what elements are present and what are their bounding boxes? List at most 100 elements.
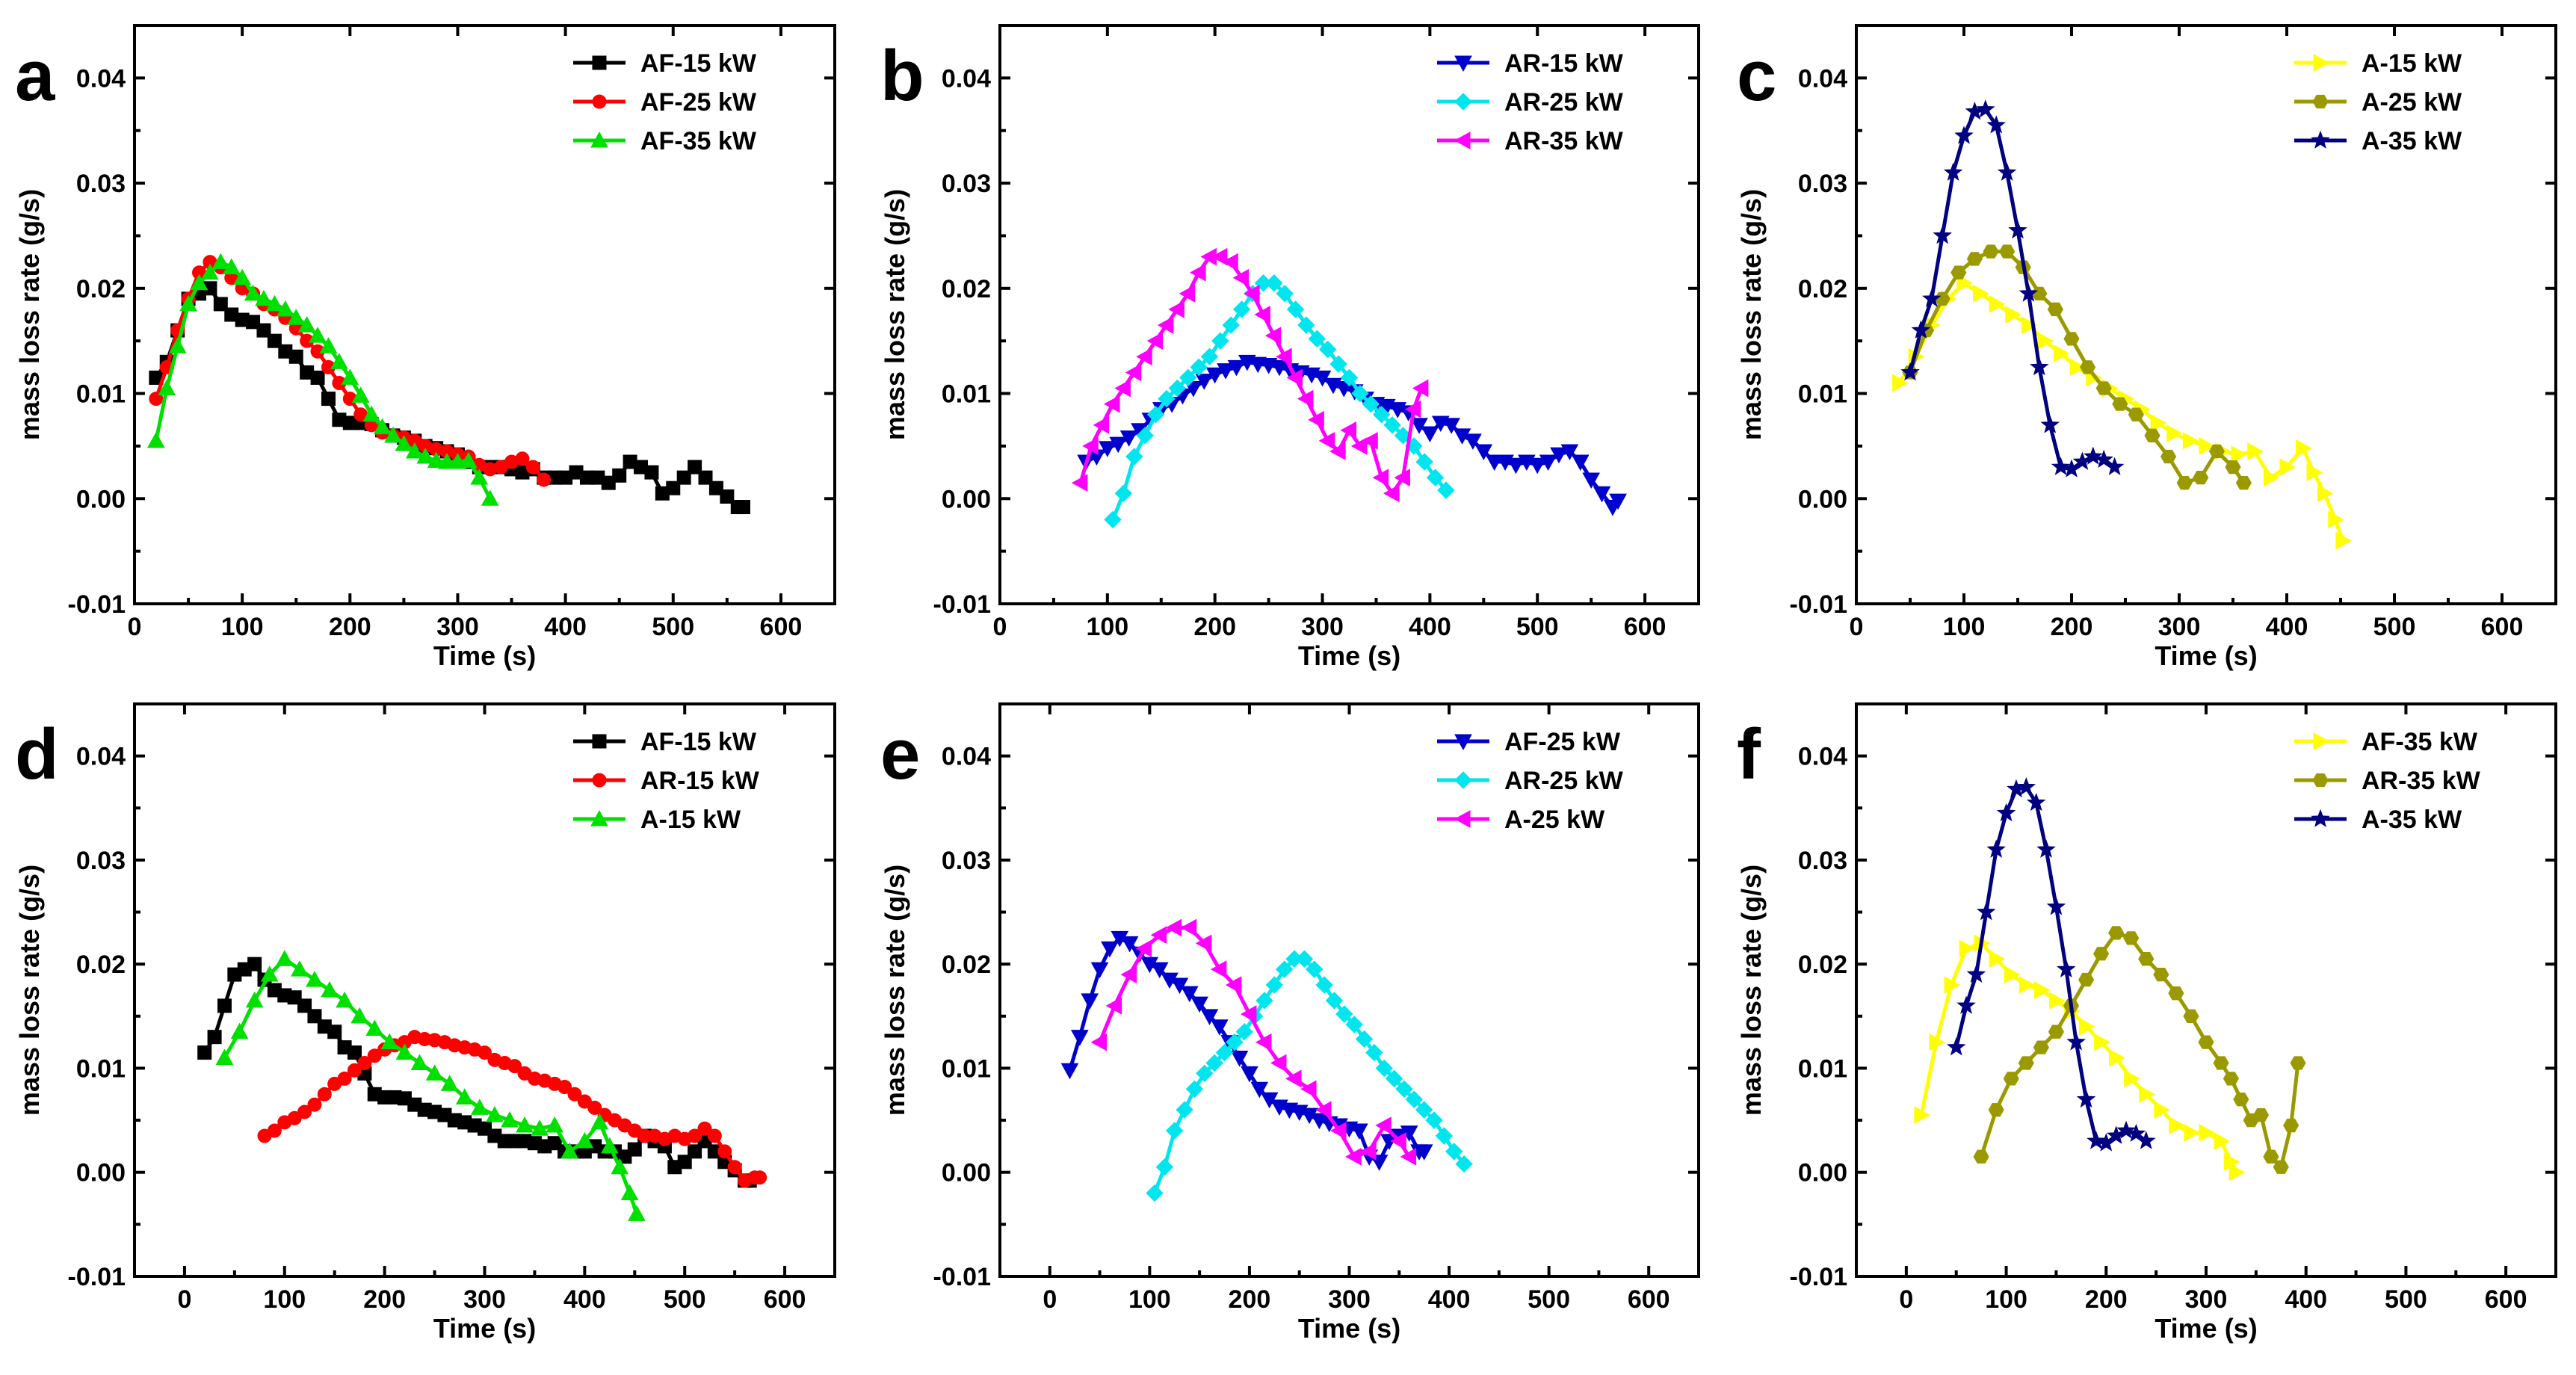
x-tick-label: 300 xyxy=(463,1285,506,1314)
x-tick-label: 300 xyxy=(1301,613,1344,641)
data-point xyxy=(2036,839,2056,858)
data-point xyxy=(260,965,279,982)
data-point xyxy=(2247,442,2264,460)
data-point xyxy=(587,1100,602,1115)
data-point xyxy=(2168,986,2184,1001)
data-point xyxy=(2030,356,2049,376)
data-point xyxy=(211,253,230,270)
y-tick-label: 0.00 xyxy=(942,485,991,513)
y-tick-label: 0.02 xyxy=(76,275,126,303)
data-point xyxy=(560,1142,579,1159)
data-point xyxy=(357,1055,372,1070)
data-point xyxy=(1285,1069,1302,1088)
x-tick-label: 0 xyxy=(177,1285,191,1314)
data-point xyxy=(1966,252,1983,266)
data-point xyxy=(2279,458,2297,476)
data-point xyxy=(1082,437,1099,455)
data-point xyxy=(246,315,261,330)
data-point xyxy=(2048,992,2066,1010)
data-point xyxy=(405,442,424,459)
data-point xyxy=(1375,1059,1393,1078)
plot-frame xyxy=(133,24,836,605)
data-point xyxy=(2183,1009,2199,1023)
panel-letter: e xyxy=(880,714,920,794)
data-point xyxy=(440,1075,459,1091)
data-point xyxy=(531,1119,549,1136)
y-tick-label: 0.03 xyxy=(1798,170,1847,198)
x-tick-label: 500 xyxy=(2373,613,2416,641)
data-point xyxy=(1362,432,1378,450)
data-point xyxy=(1090,1033,1108,1051)
data-point xyxy=(336,991,353,1008)
data-point xyxy=(373,418,392,435)
data-point xyxy=(1109,436,1128,454)
x-axis-title: Time (s) xyxy=(1298,640,1400,671)
x-tick-label: 200 xyxy=(2051,613,2093,641)
x-tick-label: 600 xyxy=(2485,1285,2527,1314)
data-point xyxy=(2109,1048,2125,1067)
x-tick-label: 500 xyxy=(652,613,694,641)
data-point xyxy=(590,1113,609,1130)
data-point xyxy=(2003,1072,2019,1086)
data-point xyxy=(1999,244,2016,259)
data-point xyxy=(276,300,294,317)
data-point xyxy=(2182,432,2199,450)
data-point xyxy=(1114,379,1131,398)
x-tick-label: 300 xyxy=(2185,1285,2228,1314)
legend-label: AF-35 kW xyxy=(2362,728,2478,756)
data-point xyxy=(1176,1101,1193,1119)
data-point xyxy=(207,1030,222,1045)
data-point xyxy=(1944,976,1961,994)
data-point xyxy=(337,1071,352,1086)
data-point xyxy=(297,316,316,333)
legend-label: A-15 kW xyxy=(640,806,741,834)
data-point xyxy=(306,971,324,987)
data-point xyxy=(2126,1123,2146,1143)
data-point xyxy=(470,1099,489,1115)
data-point xyxy=(1222,253,1238,271)
data-point xyxy=(611,1158,629,1175)
data-point xyxy=(697,1121,712,1136)
data-point xyxy=(627,1142,642,1157)
data-point xyxy=(1329,442,1346,460)
data-point xyxy=(1254,306,1270,324)
data-point xyxy=(2076,1089,2096,1108)
data-point xyxy=(2026,792,2046,812)
chart-panel-c: 0 100 200 300 400 500 600 -0.01 0.00 0.01 0.02 0.03… xyxy=(1736,24,2557,671)
data-point xyxy=(1168,300,1184,318)
data-point xyxy=(425,1064,444,1081)
data-point xyxy=(1383,484,1400,503)
data-point xyxy=(1365,1043,1383,1062)
x-tick-label: 500 xyxy=(664,1285,706,1314)
series-line xyxy=(1908,250,2246,485)
legend-label: AR-25 kW xyxy=(1504,88,1624,117)
y-tick-label: 0.00 xyxy=(1798,485,1847,513)
data-point xyxy=(1405,1090,1424,1108)
data-point xyxy=(1146,1184,1164,1202)
y-tick-label: -0.01 xyxy=(1790,1263,1848,1291)
data-point xyxy=(1362,395,1380,413)
x-tick-label: 100 xyxy=(1943,613,1986,641)
data-point xyxy=(727,1160,742,1175)
x-axis-title: Time (s) xyxy=(2155,640,2257,671)
x-tick-label: 300 xyxy=(436,613,479,641)
x-tick-label: 400 xyxy=(1428,1285,1471,1314)
x-tick-label: 0 xyxy=(1850,613,1864,641)
series-af-35-kw xyxy=(1914,934,2246,1181)
data-point xyxy=(1421,426,1439,443)
data-point xyxy=(2040,415,2060,433)
data-point xyxy=(427,451,445,469)
data-point xyxy=(1081,993,1099,1010)
data-point xyxy=(1195,934,1212,953)
legend-marker xyxy=(1454,734,1472,751)
series-ar-35-kw xyxy=(1071,247,1429,503)
data-point xyxy=(1986,115,2006,134)
data-point xyxy=(455,1088,474,1104)
data-point xyxy=(2199,1123,2216,1142)
data-point xyxy=(230,1022,249,1039)
series-a-15-kw xyxy=(215,950,646,1221)
legend-marker xyxy=(590,809,608,826)
legend-marker xyxy=(1454,132,1471,149)
data-point xyxy=(1232,300,1251,318)
